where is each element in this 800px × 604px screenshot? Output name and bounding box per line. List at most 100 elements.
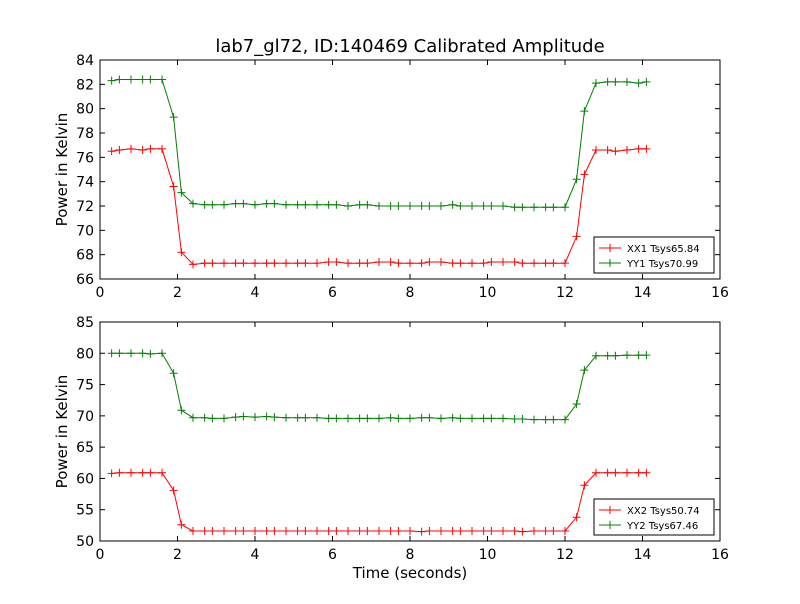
x-tick-label: 4 bbox=[251, 547, 260, 563]
y-axis-label: Power in Kelvin bbox=[53, 375, 71, 489]
x-tick-label: 12 bbox=[556, 547, 574, 563]
data-point bbox=[177, 520, 186, 529]
data-point bbox=[541, 259, 550, 268]
data-point bbox=[208, 526, 217, 535]
data-point bbox=[363, 414, 372, 423]
data-point bbox=[549, 203, 558, 212]
data-point bbox=[324, 414, 333, 423]
data-point bbox=[634, 79, 643, 88]
data-point bbox=[611, 77, 620, 86]
data-point bbox=[262, 526, 271, 535]
data-point bbox=[386, 202, 395, 210]
y-tick-label: 70 bbox=[76, 409, 94, 425]
data-point bbox=[363, 526, 372, 535]
data-point bbox=[510, 257, 519, 266]
data-point bbox=[425, 413, 434, 422]
data-point bbox=[518, 203, 527, 212]
data-point bbox=[603, 146, 612, 155]
data-point bbox=[487, 202, 496, 210]
data-point bbox=[406, 526, 414, 535]
data-point bbox=[146, 144, 155, 153]
x-tick-label: 8 bbox=[406, 285, 415, 301]
data-point bbox=[138, 75, 147, 84]
data-point bbox=[282, 526, 290, 535]
data-point bbox=[177, 188, 186, 197]
data-point bbox=[448, 526, 457, 535]
legend-entry: XX1 Tsys65.84 bbox=[599, 244, 700, 255]
data-point bbox=[107, 76, 116, 85]
data-point bbox=[510, 526, 519, 535]
y-tick-label: 78 bbox=[76, 126, 94, 142]
data-point bbox=[487, 526, 496, 535]
data-point bbox=[386, 413, 395, 422]
data-point bbox=[541, 415, 550, 424]
data-point bbox=[355, 259, 364, 268]
data-point bbox=[518, 259, 527, 268]
data-point bbox=[479, 259, 488, 268]
data-point bbox=[146, 75, 155, 84]
x-tick-label: 8 bbox=[406, 547, 415, 563]
data-point bbox=[158, 75, 166, 84]
data-point bbox=[313, 259, 321, 268]
data-point bbox=[313, 413, 321, 422]
data-point bbox=[417, 527, 426, 536]
data-point bbox=[200, 200, 209, 209]
y-tick-label: 84 bbox=[76, 53, 94, 69]
data-point bbox=[456, 202, 465, 210]
data-point bbox=[468, 202, 476, 210]
data-point bbox=[425, 202, 434, 210]
data-point bbox=[448, 259, 457, 268]
y-tick-label: 75 bbox=[76, 378, 94, 394]
data-point bbox=[239, 412, 248, 421]
data-point bbox=[189, 199, 197, 208]
data-point bbox=[530, 259, 538, 268]
x-tick-label: 16 bbox=[711, 285, 729, 301]
legend-label: YY1 Tsys70.99 bbox=[626, 259, 698, 270]
data-point bbox=[541, 526, 550, 535]
data-point bbox=[251, 259, 259, 268]
data-point bbox=[344, 526, 352, 535]
series-1 bbox=[107, 468, 651, 536]
data-point bbox=[510, 203, 519, 212]
y-tick-label: 55 bbox=[76, 503, 94, 519]
data-point bbox=[344, 414, 352, 423]
data-point bbox=[177, 248, 186, 257]
data-point bbox=[611, 147, 620, 156]
data-point bbox=[208, 200, 217, 209]
data-point bbox=[437, 202, 445, 210]
y-tick-label: 60 bbox=[76, 471, 94, 487]
data-point bbox=[115, 349, 124, 358]
data-point bbox=[642, 351, 651, 360]
data-point bbox=[332, 414, 341, 423]
data-point bbox=[324, 257, 333, 266]
data-point bbox=[425, 257, 434, 266]
chart-title: lab7_gl72, ID:140469 Calibrated Amplitud… bbox=[215, 36, 604, 57]
data-point bbox=[448, 200, 457, 209]
legend-label: XX1 Tsys65.84 bbox=[627, 244, 700, 255]
data-point bbox=[603, 77, 612, 86]
data-point bbox=[251, 200, 259, 209]
data-point bbox=[479, 414, 488, 423]
data-point bbox=[270, 413, 279, 422]
data-point bbox=[406, 202, 414, 210]
data-point bbox=[549, 526, 558, 535]
data-point bbox=[270, 259, 279, 268]
data-point bbox=[107, 349, 116, 358]
data-point bbox=[239, 526, 248, 535]
data-point bbox=[127, 75, 135, 84]
y-tick-label: 68 bbox=[76, 248, 94, 264]
data-point bbox=[499, 526, 507, 535]
data-point bbox=[231, 199, 240, 208]
data-point bbox=[169, 369, 178, 378]
data-point bbox=[603, 351, 612, 360]
data-point bbox=[394, 259, 403, 268]
data-point bbox=[572, 399, 581, 408]
data-point bbox=[592, 79, 600, 88]
data-point bbox=[208, 414, 217, 423]
data-point bbox=[189, 526, 197, 535]
plot-frame bbox=[99, 59, 721, 280]
data-point bbox=[324, 200, 333, 209]
data-point bbox=[580, 107, 589, 116]
data-point bbox=[375, 202, 383, 210]
